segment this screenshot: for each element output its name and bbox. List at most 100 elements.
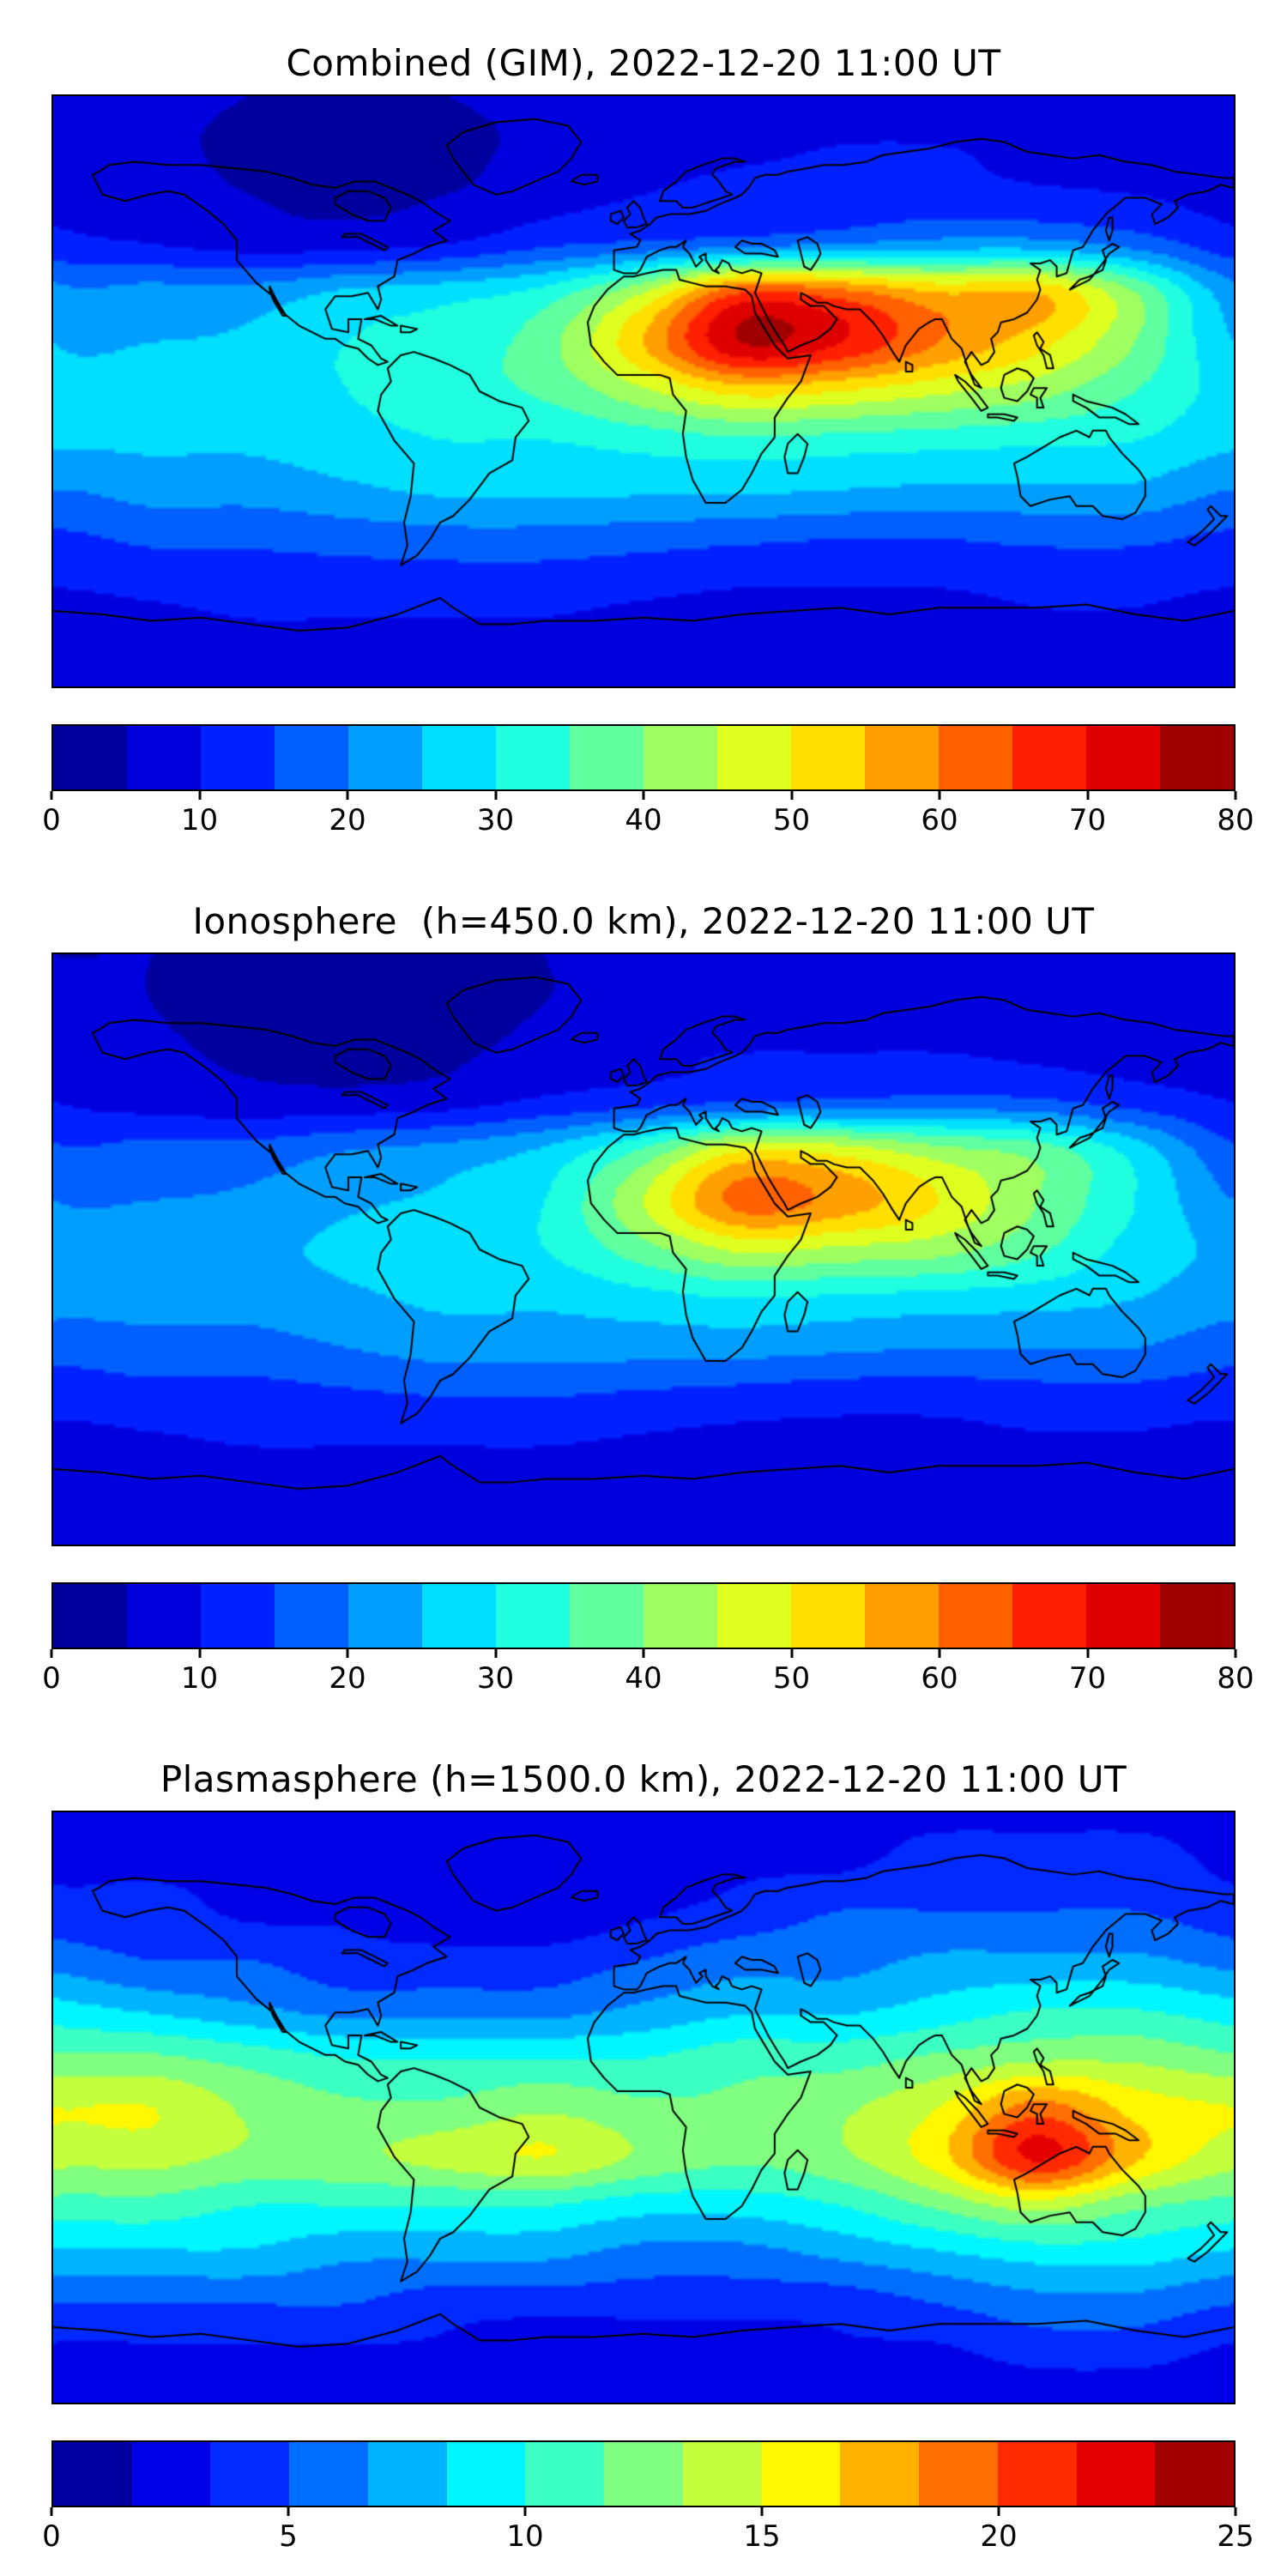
- colorbar-tick-label: 50: [772, 1661, 811, 1696]
- colorbar-tick-label: 0: [42, 803, 61, 838]
- colorbar-tick-label: 20: [980, 2519, 1018, 2554]
- colorbar-segment: [644, 726, 717, 789]
- colorbar-tick-mark: [938, 791, 941, 800]
- colorbar-tick-label: 70: [1068, 803, 1107, 838]
- world-map-canvas-combined: [53, 96, 1234, 686]
- colorbar-segment: [496, 726, 570, 789]
- colorbar-tick-label: 10: [506, 2519, 544, 2554]
- colorbar-segment: [1076, 2442, 1156, 2506]
- colorbar-tick-label: 40: [625, 1661, 662, 1696]
- panel-combined-gim: Combined (GIM), 2022-12-20 11:00 UT 0 10 2…: [0, 2, 1287, 860]
- world-map-canvas-plasmasphere: [53, 1812, 1234, 2403]
- colorbar-segment: [939, 1584, 1012, 1648]
- colorbar-tick-mark: [346, 791, 349, 800]
- colorbar-segment: [717, 726, 791, 789]
- colorbar-segment: [127, 726, 201, 789]
- colorbar-segment: [791, 1584, 865, 1648]
- colorbar-ticks-ionosphere: 0 10 20 30 40 50 60 70 80: [42, 1649, 1254, 1718]
- colorbar-segment: [422, 726, 496, 789]
- colorbar-tick-mark: [1234, 1649, 1237, 1658]
- colorbar-tick-mark: [494, 791, 497, 800]
- colorbar-segment: [201, 726, 275, 789]
- colorbar-tick-label: 30: [476, 803, 515, 838]
- colorbar-tick-label: 50: [772, 803, 811, 838]
- colorbar-segment: [348, 1584, 422, 1648]
- colorbar-tick-label: 20: [329, 803, 366, 838]
- colorbar-tick-mark: [50, 2507, 53, 2516]
- colorbar-tick-mark: [50, 1649, 53, 1658]
- colorbar-segment: [570, 1584, 644, 1648]
- colorbar-tick-mark: [642, 791, 645, 800]
- panel-ionosphere: Ionosphere (h=450.0 km), 2022-12-20 11:0…: [0, 860, 1287, 1718]
- colorbar-segment: [1155, 2442, 1235, 2506]
- colorbar-segment: [348, 726, 422, 789]
- colorbar-tick-mark: [50, 791, 53, 800]
- colorbar-tick-mark: [198, 1649, 201, 1658]
- colorbar-tick-mark: [346, 1649, 349, 1658]
- colorbar-segment: [131, 2442, 211, 2506]
- colorbar-gradient-combined: [53, 726, 1234, 789]
- colorbar-segment: [289, 2442, 368, 2506]
- colorbar-ionosphere: [51, 1582, 1236, 1649]
- colorbar-segment: [496, 1584, 570, 1648]
- colorbar-combined: [51, 724, 1236, 791]
- colorbar-segment: [53, 726, 127, 789]
- colorbar-segment: [525, 2442, 605, 2506]
- panel-plasmasphere: Plasmasphere (h=1500.0 km), 2022-12-20 1…: [0, 1718, 1287, 2576]
- colorbar-tick-mark: [287, 2507, 290, 2516]
- colorbar-tick-label: 10: [180, 1661, 219, 1696]
- colorbar-tick-mark: [760, 2507, 764, 2516]
- colorbar-segment: [717, 1584, 791, 1648]
- colorbar-ticks-plasmasphere: 0 5 10 15 20 25: [42, 2507, 1254, 2576]
- colorbar-segment: [53, 2442, 132, 2506]
- colorbar-segment: [201, 1584, 275, 1648]
- colorbar-tick-label: 10: [180, 803, 219, 838]
- colorbar-tick-label: 0: [42, 2519, 61, 2554]
- colorbar-segment: [840, 2442, 920, 2506]
- colorbar-segment: [865, 726, 939, 789]
- colorbar-segment: [865, 1584, 939, 1648]
- colorbar-gradient-plasmasphere: [53, 2442, 1235, 2506]
- colorbar-segment: [275, 726, 348, 789]
- panel-title-ionosphere: Ionosphere (h=450.0 km), 2022-12-20 11:0…: [192, 900, 1095, 942]
- colorbar-segment: [791, 726, 865, 789]
- colorbar-tick-mark: [790, 1649, 793, 1658]
- colorbar-tick-mark: [1086, 791, 1089, 800]
- colorbar-segment: [1160, 1584, 1234, 1648]
- colorbar-tick-mark: [642, 1649, 645, 1658]
- colorbar-segment: [422, 1584, 496, 1648]
- world-map-combined: [51, 94, 1236, 688]
- colorbar-tick-label: 20: [329, 1661, 366, 1696]
- colorbar-segment: [1012, 726, 1086, 789]
- colorbar-segment: [644, 1584, 717, 1648]
- colorbar-segment: [604, 2442, 683, 2506]
- colorbar-tick-mark: [523, 2507, 527, 2516]
- panel-title-combined: Combined (GIM), 2022-12-20 11:00 UT: [286, 42, 1001, 84]
- colorbar-segment: [367, 2442, 447, 2506]
- colorbar-segment: [446, 2442, 526, 2506]
- colorbar-segment: [53, 1584, 127, 1648]
- colorbar-segment: [275, 1584, 348, 1648]
- colorbar-tick-label: 80: [1217, 803, 1254, 838]
- colorbar-tick-label: 25: [1217, 2519, 1254, 2554]
- world-map-plasmasphere: [51, 1811, 1236, 2404]
- colorbar-tick-label: 40: [625, 803, 662, 838]
- colorbar-tick-mark: [1234, 791, 1237, 800]
- colorbar-tick-mark: [938, 1649, 941, 1658]
- colorbar-tick-label: 70: [1068, 1661, 1107, 1696]
- world-map-ionosphere: [51, 952, 1236, 1546]
- colorbar-tick-label: 60: [921, 1661, 958, 1696]
- panel-title-plasmasphere: Plasmasphere (h=1500.0 km), 2022-12-20 1…: [160, 1758, 1127, 1800]
- colorbar-ticks-combined: 0 10 20 30 40 50 60 70 80: [42, 791, 1254, 860]
- colorbar-segment: [127, 1584, 201, 1648]
- colorbar-tick-mark: [1234, 2507, 1237, 2516]
- colorbar-segment: [1160, 726, 1234, 789]
- colorbar-tick-mark: [494, 1649, 497, 1658]
- colorbar-segment: [210, 2442, 290, 2506]
- colorbar-tick-mark: [997, 2507, 1000, 2516]
- colorbar-tick-mark: [1086, 1649, 1089, 1658]
- colorbar-segment: [919, 2442, 998, 2506]
- colorbar-segment: [939, 726, 1012, 789]
- world-map-canvas-ionosphere: [53, 954, 1234, 1545]
